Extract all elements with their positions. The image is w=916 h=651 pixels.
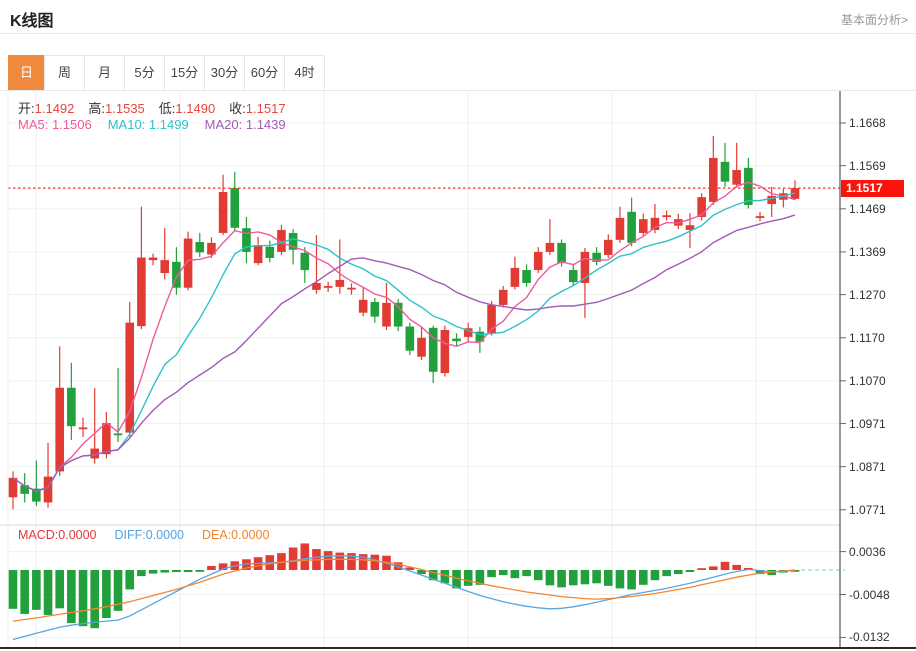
tab-period-月[interactable]: 月 [84, 55, 125, 91]
ma-info-row: MA5: 1.1506 MA10: 1.1499 MA20: 1.1439 [18, 117, 302, 132]
macd-legend-item: DIFF:0.0000 [114, 528, 184, 542]
price-axis-label: 1.1469 [849, 201, 886, 216]
tab-period-15分[interactable]: 15分 [164, 55, 205, 91]
tab-period-30分[interactable]: 30分 [204, 55, 245, 91]
ohlc-value: 1.1490 [175, 101, 216, 116]
price-axis-label: 1.1070 [849, 373, 886, 388]
candlestick-layer [8, 135, 800, 510]
ohlc-value: 1.1492 [34, 101, 75, 116]
period-tab-bar: 日周月 5分 15分 30分 60分 4时 [8, 55, 325, 91]
price-axis-label: 1.0871 [849, 459, 886, 474]
ohlc-label: 开: [18, 101, 35, 116]
tab-period-60分[interactable]: 60分 [244, 55, 285, 91]
tab-period-日[interactable]: 日 [8, 55, 45, 91]
ohlc-label: 收: [229, 101, 246, 116]
frame-layer [0, 91, 916, 649]
price-axis-label: 1.0971 [849, 416, 886, 431]
macd-legend-item: MACD:0.0000 [18, 528, 97, 542]
ma10-line [12, 192, 796, 492]
price-axis-label: 1.1270 [849, 287, 886, 302]
ohlc-value: 1.1517 [245, 101, 286, 116]
macd-histogram-layer [8, 543, 845, 629]
header-divider [0, 33, 916, 34]
ohlc-value: 1.1535 [105, 101, 145, 116]
macd-axis-label: -0.0048 [849, 587, 890, 602]
tab-period-5分[interactable]: 5分 [124, 55, 165, 91]
ma-legend-item: MA20: 1.1439 [204, 117, 286, 132]
price-axis-label: 1.1369 [849, 244, 886, 259]
tab-bar-underline [0, 90, 916, 91]
price-axis-label: 1.1170 [849, 330, 885, 345]
macd-info-row: MACD:0.0000 DIFF:0.0000 DEA:0.0000 [18, 528, 287, 542]
page-title: K线图 [10, 13, 54, 30]
macd-axis-label: 0.0036 [849, 544, 886, 559]
macd-axis-label: -0.0132 [849, 630, 890, 645]
macd-legend-item: DEA:0.0000 [202, 528, 270, 542]
ohlc-info-row: 开:1.1492 高:1.1535 低:1.1490 收:1.1517 [18, 98, 300, 117]
price-axis-label: 1.0771 [849, 502, 886, 517]
ma-legend-item: MA10: 1.1499 [107, 117, 189, 132]
ohlc-label: 高: [88, 101, 106, 116]
ohlc-label: 低: [158, 101, 176, 116]
dea-line [12, 558, 796, 622]
grid-layer [8, 91, 840, 648]
ma20-line [12, 214, 796, 492]
ma5-line [12, 181, 796, 492]
price-axis-label: 1.1668 [849, 116, 886, 130]
current-price-badge: 1.1517 [841, 179, 904, 197]
ma-legend-item: MA5: 1.1506 [18, 117, 92, 132]
price-axis-label: 1.1569 [849, 158, 886, 173]
diff-line [12, 555, 796, 641]
fundamental-analysis-link[interactable]: 基本面分析> [840, 13, 908, 27]
